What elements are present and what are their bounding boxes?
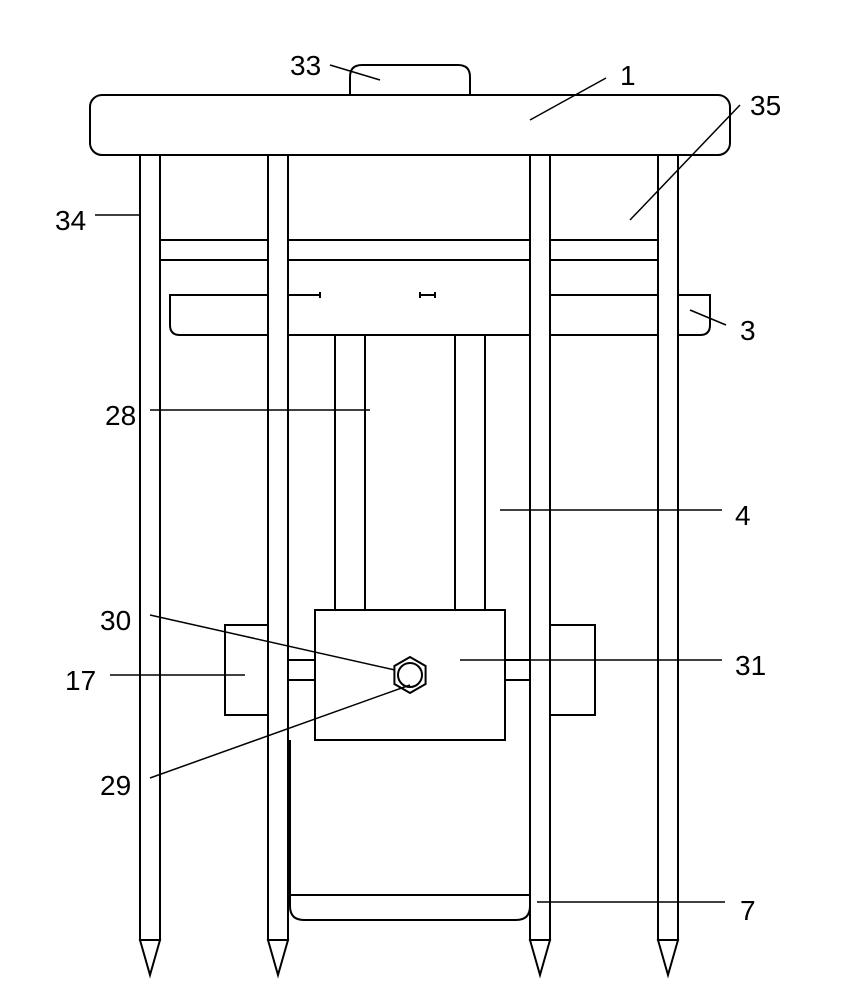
label-7: 7 <box>740 895 756 927</box>
label-34: 34 <box>55 205 86 237</box>
label-35: 35 <box>750 90 781 122</box>
label-33: 33 <box>290 50 321 82</box>
label-30: 30 <box>100 605 131 637</box>
label-31: 31 <box>735 650 766 682</box>
label-29: 29 <box>100 770 131 802</box>
label-1: 1 <box>620 60 636 92</box>
label-17: 17 <box>65 665 96 697</box>
diagram-container: 33 1 35 34 3 28 4 3017 31 29 7 <box>0 0 867 1000</box>
label-3: 3 <box>740 315 756 347</box>
label-4: 4 <box>735 500 751 532</box>
label-28: 28 <box>105 400 136 432</box>
